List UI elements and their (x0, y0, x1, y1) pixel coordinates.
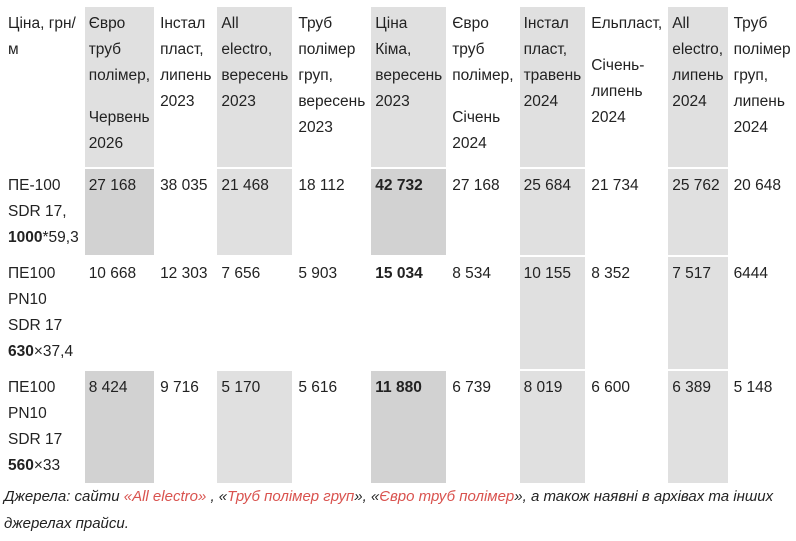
price-cell: 12 303 (156, 257, 216, 369)
note-text: , « (206, 488, 228, 505)
row-label-dims: ×33 (33, 457, 61, 474)
link-trub-polimer-grup[interactable]: Труб полімер груп (227, 488, 355, 505)
header-text: Січень-липень 2024 (591, 57, 645, 126)
price-cell: 27 168 (448, 169, 518, 255)
header-cell: Ельпласт, Січень-липень 2024 (587, 7, 667, 167)
header-text: Січень 2024 (452, 109, 501, 152)
price-cell: 15 034 (371, 257, 447, 369)
row-label-text: ПЕ-100 SDR 17, (8, 177, 67, 220)
row-label: ПЕ100 PN10 SDR 17 560×33 (4, 371, 83, 483)
price-cell: 6 739 (448, 371, 518, 483)
price-cell: 8 534 (448, 257, 518, 369)
price-cell: 25 762 (668, 169, 728, 255)
price-cell: 5 170 (217, 371, 293, 483)
header-text: Євро труб полімер, (88, 15, 151, 84)
row-label-size: 630 (8, 343, 34, 360)
header-cell: Інстал пласт, травень 2024 (519, 7, 586, 167)
row-label-dims: ×37,4 (33, 343, 74, 360)
header-text: Ельпласт, (591, 15, 663, 32)
table-row: ПЕ-100 SDR 17, 1000*59,3 27 168 38 035 2… (4, 169, 795, 255)
price-cell: 21 734 (587, 169, 667, 255)
price-cell: 6444 (729, 257, 795, 369)
price-table: Ціна, грн/м Євро труб полімер, Червень 2… (2, 5, 796, 485)
price-cell: 25 684 (519, 169, 586, 255)
price-cell: 6 600 (587, 371, 667, 483)
header-row: Ціна, грн/м Євро труб полімер, Червень 2… (4, 7, 795, 167)
price-cell: 7 656 (217, 257, 293, 369)
price-cell: 10 155 (519, 257, 586, 369)
header-text: Євро труб полімер, (452, 15, 514, 84)
price-cell: 5 616 (294, 371, 370, 483)
price-cell: 9 716 (156, 371, 216, 483)
price-cell: 6 389 (668, 371, 728, 483)
link-evro-trub-polimer[interactable]: Євро труб полімер (379, 488, 515, 505)
row-label-text: ПЕ100 PN10 SDR 17 (8, 379, 63, 448)
note-text: », а також наявні в архівах та інших дже… (4, 488, 774, 532)
header-cell: All electro, липень 2024 (668, 7, 728, 167)
note-text: », « (354, 488, 380, 505)
price-cell: 42 732 (371, 169, 447, 255)
header-cell: Інстал пласт, липень 2023 (156, 7, 216, 167)
price-cell: 10 668 (84, 257, 155, 369)
price-cell: 8 019 (519, 371, 586, 483)
row-label-text: ПЕ100 PN10 SDR 17 (8, 265, 63, 334)
header-cell: Євро труб полімер, Червень 2026 (84, 7, 155, 167)
table-row: ПЕ100 PN10 SDR 17 630×37,4 10 668 12 303… (4, 257, 795, 369)
row-label: ПЕ100 PN10 SDR 17 630×37,4 (4, 257, 83, 369)
header-cell: Євро труб полімер, Січень 2024 (448, 7, 518, 167)
row-label-size: 560 (8, 457, 34, 474)
row-label-size: 1000 (8, 229, 43, 246)
row-label: ПЕ-100 SDR 17, 1000*59,3 (4, 169, 83, 255)
price-cell: 21 468 (217, 169, 293, 255)
sources-note: Джерела: сайти «All electro» , «Труб пол… (4, 483, 784, 537)
price-cell: 7 517 (668, 257, 728, 369)
price-cell: 20 648 (729, 169, 795, 255)
header-cell: Ціна, грн/м (4, 7, 83, 167)
price-cell: 8 424 (84, 371, 155, 483)
header-cell: Ціна Кіма, вересень 2023 (371, 7, 447, 167)
price-cell: 5 148 (729, 371, 795, 483)
link-all-electro[interactable]: «All electro» (123, 488, 207, 505)
price-cell: 18 112 (294, 169, 370, 255)
price-cell: 38 035 (156, 169, 216, 255)
price-cell: 11 880 (371, 371, 447, 483)
header-text: Червень 2026 (88, 109, 150, 152)
table-row: ПЕ100 PN10 SDR 17 560×33 8 424 9 716 5 1… (4, 371, 795, 483)
price-cell: 8 352 (587, 257, 667, 369)
row-label-dims: *59,3 (42, 229, 79, 246)
header-cell: Труб полімер груп, липень 2024 (729, 7, 795, 167)
header-cell: All electro, вересень 2023 (217, 7, 293, 167)
note-text: Джерела: сайти (4, 488, 124, 505)
price-cell: 5 903 (294, 257, 370, 369)
price-cell: 27 168 (84, 169, 155, 255)
header-cell: Труб полімер груп, вересень 2023 (294, 7, 370, 167)
